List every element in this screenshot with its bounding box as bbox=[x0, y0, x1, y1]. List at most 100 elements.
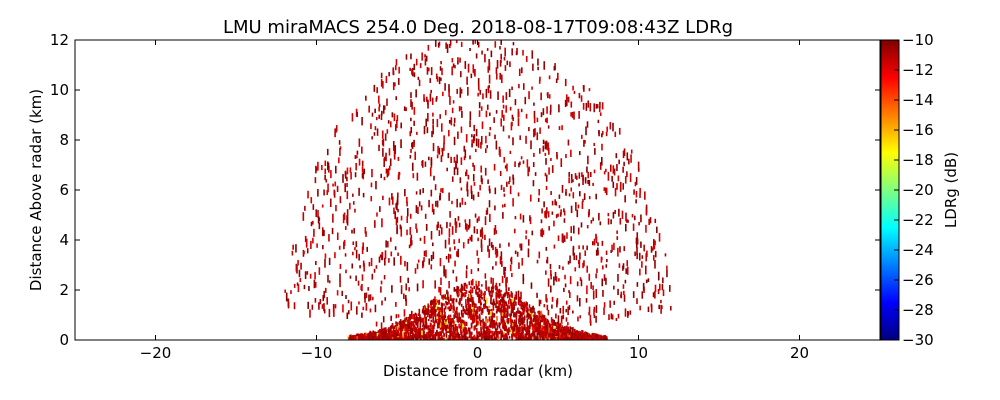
radar-point bbox=[579, 252, 581, 260]
radar-point bbox=[382, 138, 385, 147]
radar-point bbox=[474, 40, 477, 44]
radar-point bbox=[443, 314, 446, 321]
radar-point bbox=[582, 103, 585, 110]
radar-point bbox=[354, 208, 356, 213]
radar-point bbox=[521, 67, 523, 74]
radar-point bbox=[473, 308, 476, 313]
radar-point bbox=[572, 332, 575, 336]
radar-point bbox=[597, 119, 600, 124]
radar-point bbox=[605, 250, 608, 255]
radar-point bbox=[547, 323, 549, 329]
radar-point bbox=[569, 337, 572, 340]
y-tick-label: 0 bbox=[59, 331, 69, 349]
radar-point bbox=[588, 337, 590, 340]
radar-point bbox=[540, 92, 542, 101]
radar-point bbox=[445, 331, 447, 334]
radar-point bbox=[575, 255, 578, 261]
radar-point bbox=[536, 132, 539, 141]
radar-point bbox=[355, 306, 358, 315]
radar-point bbox=[384, 250, 387, 259]
radar-point bbox=[484, 299, 487, 304]
radar-point bbox=[391, 193, 393, 200]
radar-point bbox=[489, 213, 491, 223]
radar-point bbox=[348, 337, 351, 340]
radar-point bbox=[332, 213, 334, 223]
radar-point bbox=[528, 329, 531, 335]
radar-point bbox=[542, 139, 545, 145]
radar-point bbox=[398, 66, 400, 74]
radar-point bbox=[479, 89, 482, 95]
radar-point bbox=[356, 155, 358, 159]
radar-point bbox=[622, 150, 625, 159]
radar-point bbox=[410, 53, 412, 60]
radar-point bbox=[307, 190, 309, 199]
radar-point bbox=[516, 47, 518, 55]
radar-point bbox=[321, 227, 324, 237]
radar-point bbox=[388, 258, 390, 263]
radar-point bbox=[654, 290, 656, 299]
radar-point bbox=[570, 336, 573, 340]
radar-point bbox=[565, 309, 568, 313]
radar-point bbox=[431, 331, 434, 337]
radar-point bbox=[371, 336, 374, 340]
radar-point bbox=[510, 305, 513, 311]
radar-point bbox=[548, 94, 551, 99]
radar-point bbox=[472, 313, 475, 320]
radar-point bbox=[539, 338, 541, 340]
radar-point bbox=[529, 333, 531, 338]
radar-point bbox=[371, 168, 373, 178]
radar-point bbox=[521, 302, 524, 305]
radar-point bbox=[309, 273, 312, 279]
radar-point bbox=[464, 201, 467, 205]
radar-point bbox=[432, 126, 435, 135]
radar-point bbox=[528, 334, 530, 338]
radar-point bbox=[440, 155, 443, 163]
radar-point bbox=[453, 167, 456, 176]
radar-point bbox=[460, 106, 463, 111]
radar-point bbox=[422, 324, 424, 328]
radar-point bbox=[635, 243, 638, 249]
radar-point bbox=[565, 191, 567, 196]
radar-point bbox=[542, 318, 545, 321]
radar-point bbox=[351, 263, 354, 269]
radar-point bbox=[448, 280, 450, 289]
radar-point bbox=[494, 246, 497, 255]
radar-point bbox=[414, 312, 417, 316]
radar-point bbox=[492, 305, 495, 311]
radar-point bbox=[406, 196, 408, 203]
colorbar-tick-label: −26 bbox=[902, 271, 934, 289]
radar-point bbox=[635, 176, 638, 185]
radar-point bbox=[490, 330, 492, 334]
radar-point bbox=[538, 328, 540, 333]
radar-point bbox=[622, 263, 625, 270]
radar-point bbox=[635, 199, 637, 204]
radar-point bbox=[488, 61, 491, 71]
radar-point bbox=[361, 336, 364, 340]
radar-point bbox=[430, 157, 433, 166]
radar-point bbox=[512, 331, 515, 337]
radar-point bbox=[520, 332, 523, 336]
radar-point bbox=[291, 250, 294, 256]
radar-point bbox=[387, 241, 389, 248]
radar-point bbox=[573, 328, 576, 335]
radar-point bbox=[355, 241, 358, 248]
radar-point bbox=[524, 96, 527, 105]
radar-point bbox=[508, 181, 510, 185]
radar-point bbox=[422, 188, 424, 194]
radar-point bbox=[429, 93, 432, 102]
radar-point bbox=[573, 111, 575, 120]
radar-point bbox=[511, 48, 513, 56]
radar-point bbox=[483, 304, 486, 310]
radar-point bbox=[573, 336, 576, 340]
radar-point bbox=[315, 165, 317, 174]
radar-point bbox=[623, 246, 626, 252]
radar-point bbox=[347, 310, 350, 315]
radar-point bbox=[411, 327, 413, 333]
radar-point bbox=[469, 47, 471, 52]
radar-point bbox=[405, 331, 407, 335]
radar-point bbox=[406, 216, 409, 224]
radar-point bbox=[452, 100, 455, 104]
radar-point bbox=[547, 142, 550, 151]
radar-point bbox=[386, 129, 389, 134]
radar-point bbox=[555, 201, 558, 206]
